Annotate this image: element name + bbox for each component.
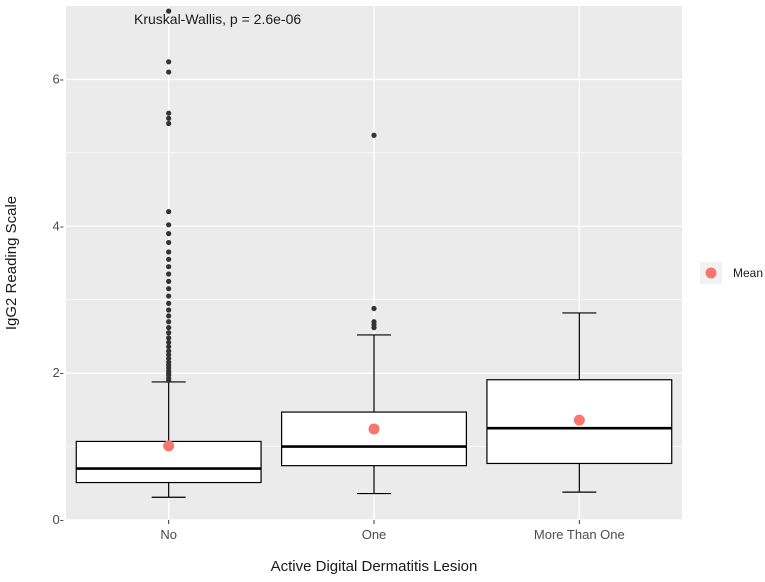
x-axis: No One More Than One <box>160 520 625 542</box>
outlier-point <box>166 300 172 306</box>
outlier-point <box>166 319 172 325</box>
outlier-point <box>166 115 172 121</box>
legend-mean-marker <box>705 267 717 279</box>
y-tick-label: 6- <box>52 71 64 86</box>
mean-point <box>163 440 175 452</box>
outlier-point <box>166 239 172 246</box>
x-tick-label: No <box>160 527 177 542</box>
outlier-point <box>166 359 172 365</box>
outlier-point <box>166 8 172 14</box>
outlier-point <box>166 339 172 345</box>
y-tick-label: 2- <box>52 365 64 380</box>
legend: Mean <box>700 262 763 284</box>
mean-point <box>573 414 585 426</box>
outlier-point <box>371 319 377 325</box>
outlier-point <box>166 264 172 270</box>
x-tick-label: More Than One <box>534 527 625 542</box>
outlier-point <box>166 286 172 292</box>
outlier-point <box>166 120 172 127</box>
box-more-than-one <box>486 312 673 493</box>
outlier-point <box>166 59 172 65</box>
outlier-point <box>166 325 172 331</box>
legend-label-mean: Mean <box>733 266 763 280</box>
box-no <box>75 8 262 498</box>
box-one <box>281 132 468 495</box>
outlier-point <box>166 69 172 75</box>
outlier-point <box>371 132 377 138</box>
mean-point <box>368 423 380 435</box>
outlier-point <box>166 293 172 299</box>
y-tick-label: 0- <box>52 512 64 527</box>
outlier-point <box>166 313 172 319</box>
outlier-point <box>166 231 172 237</box>
outlier-point <box>166 335 172 341</box>
outlier-point <box>166 271 172 277</box>
outlier-point <box>166 307 172 313</box>
outlier-point <box>166 209 172 215</box>
x-axis-title: Active Digital Dermatitis Lesion <box>271 558 478 575</box>
outlier-point <box>166 110 172 116</box>
outlier-point <box>166 256 172 262</box>
outlier-point <box>166 355 172 362</box>
outlier-point <box>166 344 172 350</box>
outlier-point <box>166 330 172 336</box>
outlier-point <box>371 305 377 312</box>
y-tick-label: 4- <box>52 218 64 233</box>
chart-annotation: Kruskal-Wallis, p = 2.6e-06 <box>134 11 301 27</box>
box-series <box>75 8 673 498</box>
outlier-point <box>166 278 172 284</box>
outlier-point <box>166 222 172 228</box>
x-tick-label: One <box>362 527 387 542</box>
y-axis: 0- 2- 4- 6- <box>52 71 64 527</box>
outlier-point <box>166 348 172 354</box>
outlier-point <box>166 352 172 358</box>
outlier-point <box>166 249 172 255</box>
box-body <box>281 411 468 467</box>
y-axis-title: IgG2 Reading Scale <box>3 196 20 330</box>
